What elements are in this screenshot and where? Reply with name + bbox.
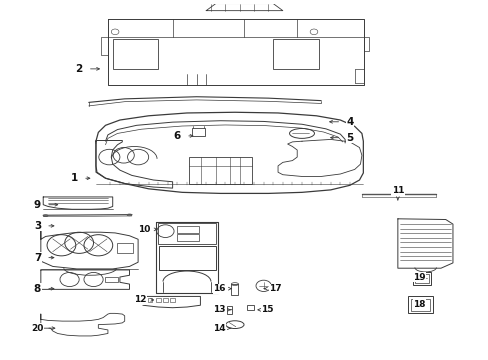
Bar xyxy=(156,298,160,302)
Bar xyxy=(170,298,175,302)
Text: 17: 17 xyxy=(269,284,282,293)
Text: 15: 15 xyxy=(261,305,273,314)
Text: 6: 6 xyxy=(173,131,181,141)
Text: 14: 14 xyxy=(213,324,225,333)
Bar xyxy=(112,39,158,69)
Bar xyxy=(414,274,428,283)
Bar xyxy=(247,305,254,310)
Bar xyxy=(147,298,152,302)
Bar xyxy=(407,296,432,313)
Bar xyxy=(116,243,133,253)
Text: 4: 4 xyxy=(346,117,353,127)
Text: 16: 16 xyxy=(213,284,225,293)
Bar xyxy=(177,226,199,233)
Bar xyxy=(158,223,215,244)
Text: 2: 2 xyxy=(75,64,82,74)
Text: 3: 3 xyxy=(34,221,41,231)
Text: 9: 9 xyxy=(34,200,41,210)
Bar xyxy=(177,234,199,241)
Text: 10: 10 xyxy=(138,225,150,234)
Text: 7: 7 xyxy=(34,253,41,262)
Bar xyxy=(191,129,205,136)
Bar xyxy=(412,273,430,285)
Text: 13: 13 xyxy=(213,305,225,314)
Bar xyxy=(231,284,238,294)
Bar xyxy=(410,298,429,311)
Bar xyxy=(163,298,167,302)
Bar xyxy=(104,277,118,282)
Bar xyxy=(159,246,215,270)
Bar xyxy=(226,306,232,314)
Text: 8: 8 xyxy=(34,284,41,294)
Text: 19: 19 xyxy=(412,273,425,282)
Text: 1: 1 xyxy=(71,173,78,183)
Text: 18: 18 xyxy=(412,300,425,309)
Text: 20: 20 xyxy=(31,324,43,333)
Bar xyxy=(273,39,318,69)
Text: 5: 5 xyxy=(346,133,353,143)
Text: 11: 11 xyxy=(391,186,403,195)
Text: 12: 12 xyxy=(134,296,146,305)
Bar xyxy=(189,157,251,184)
